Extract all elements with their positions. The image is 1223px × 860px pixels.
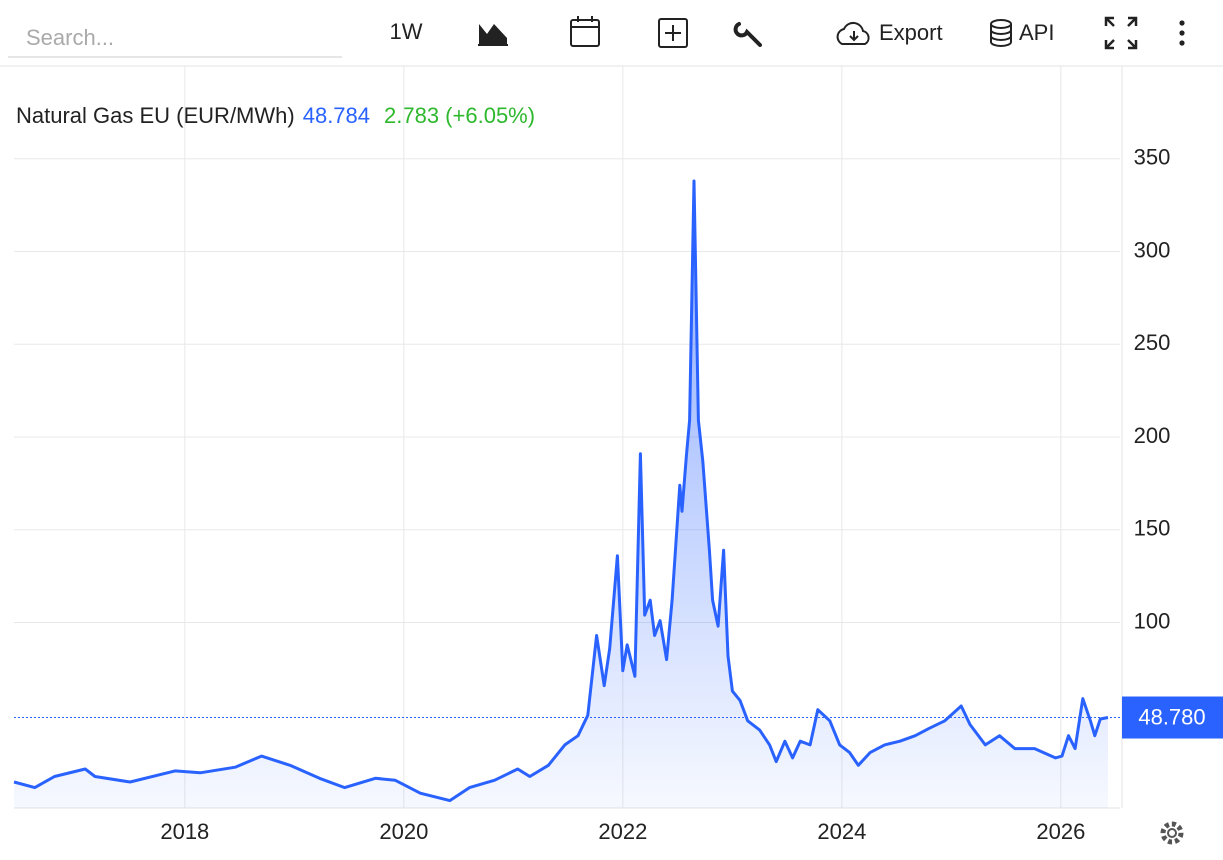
last-price-box [1122, 696, 1223, 739]
last-price-label: 48.780 [1138, 704, 1205, 729]
y-tick-label: 350 [1134, 145, 1171, 170]
calendar-icon [570, 19, 600, 47]
fullscreen-button[interactable] [1104, 16, 1138, 50]
toolbar: Search... 1W Export API [0, 16, 1223, 67]
price-change: 2.783 (+6.05%) [384, 103, 535, 128]
settings-icon [1160, 821, 1184, 845]
api-icon [990, 19, 1012, 29]
api-button[interactable]: API [990, 19, 1054, 47]
add-icon [658, 18, 688, 48]
chart-type-button[interactable] [478, 24, 508, 46]
plot-area: 2018 2020 2022 2024 2026 100 150 200 250 300 350 48… [13, 66, 1223, 844]
interval-button[interactable]: 1W [390, 19, 423, 44]
y-tick-label: 100 [1134, 608, 1171, 633]
tools-icon [733, 22, 762, 47]
export-button[interactable]: Export [836, 20, 943, 45]
search-placeholder: Search... [26, 25, 114, 50]
search-field[interactable] [8, 18, 342, 58]
x-tick-label: 2022 [598, 819, 647, 844]
export-label: Export [879, 20, 943, 45]
menu-button[interactable] [1179, 20, 1185, 46]
x-tick-label: 2024 [817, 819, 866, 844]
y-tick-label: 250 [1134, 330, 1171, 355]
area-fill [14, 181, 1108, 808]
api-icon-body [990, 24, 1012, 47]
menu-dot [1179, 40, 1185, 46]
x-tick-label: 2026 [1036, 819, 1085, 844]
export-icon-arrow [849, 31, 859, 42]
chart-title: Natural Gas EU (EUR/MWh) [16, 103, 295, 128]
y-tick-label: 150 [1134, 516, 1171, 541]
calendar-button[interactable] [570, 16, 600, 47]
export-icon [836, 21, 870, 45]
y-tick-label: 300 [1134, 237, 1171, 262]
settings-button[interactable] [1160, 821, 1184, 845]
chart-type-icon [479, 24, 507, 44]
y-tick-label: 200 [1134, 423, 1171, 448]
menu-dot [1179, 30, 1185, 36]
search-box[interactable]: Search... [8, 18, 342, 58]
api-label: API [1019, 20, 1054, 45]
x-tick-label: 2018 [160, 819, 209, 844]
settings-icon-hub [1167, 828, 1177, 838]
add-button[interactable] [658, 18, 688, 48]
menu-dot [1179, 20, 1185, 26]
x-tick-label: 2020 [379, 819, 428, 844]
tools-button[interactable] [733, 22, 762, 47]
price-line [13, 179, 1109, 803]
last-value: 48.784 [303, 103, 370, 128]
fullscreen-icon [1104, 16, 1138, 50]
